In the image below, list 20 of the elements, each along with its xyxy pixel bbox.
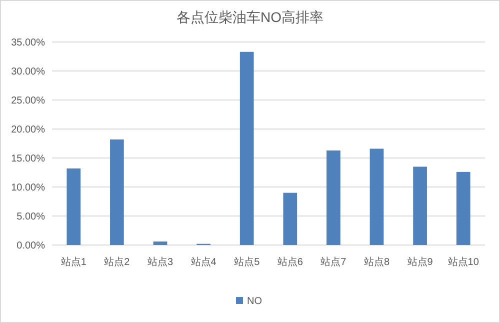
y-tick-label: 10.00% — [11, 182, 46, 194]
x-tick-label: 站点9 — [407, 256, 434, 268]
y-tick-label: 20.00% — [11, 124, 46, 136]
title: 各点位柴油车NO高排率 — [176, 9, 324, 25]
x-tick-label: 站点10 — [448, 256, 480, 268]
y-tick-label: 30.00% — [11, 66, 46, 78]
x-tick-label: 站点4 — [190, 256, 217, 268]
x-tick-label: 站点5 — [234, 256, 260, 268]
x-tick-label: 站点1 — [60, 256, 87, 268]
y-tick-label: 15.00% — [11, 154, 46, 164]
y-tick-label: 35.00% — [11, 38, 46, 48]
x-tick-label: 站点8 — [364, 256, 390, 268]
x-tick-label: 站点2 — [104, 256, 130, 268]
y-tick-label: 25.00% — [11, 96, 46, 106]
x-tick-label: 站点6 — [277, 256, 304, 268]
legend-label: NO — [247, 296, 262, 307]
x-tick-label: 站点3 — [147, 256, 174, 268]
y-tick-label: 5.00% — [16, 212, 46, 222]
y-tick-label: 0.00% — [16, 240, 46, 252]
x-tick-label: 站点7 — [320, 256, 347, 268]
